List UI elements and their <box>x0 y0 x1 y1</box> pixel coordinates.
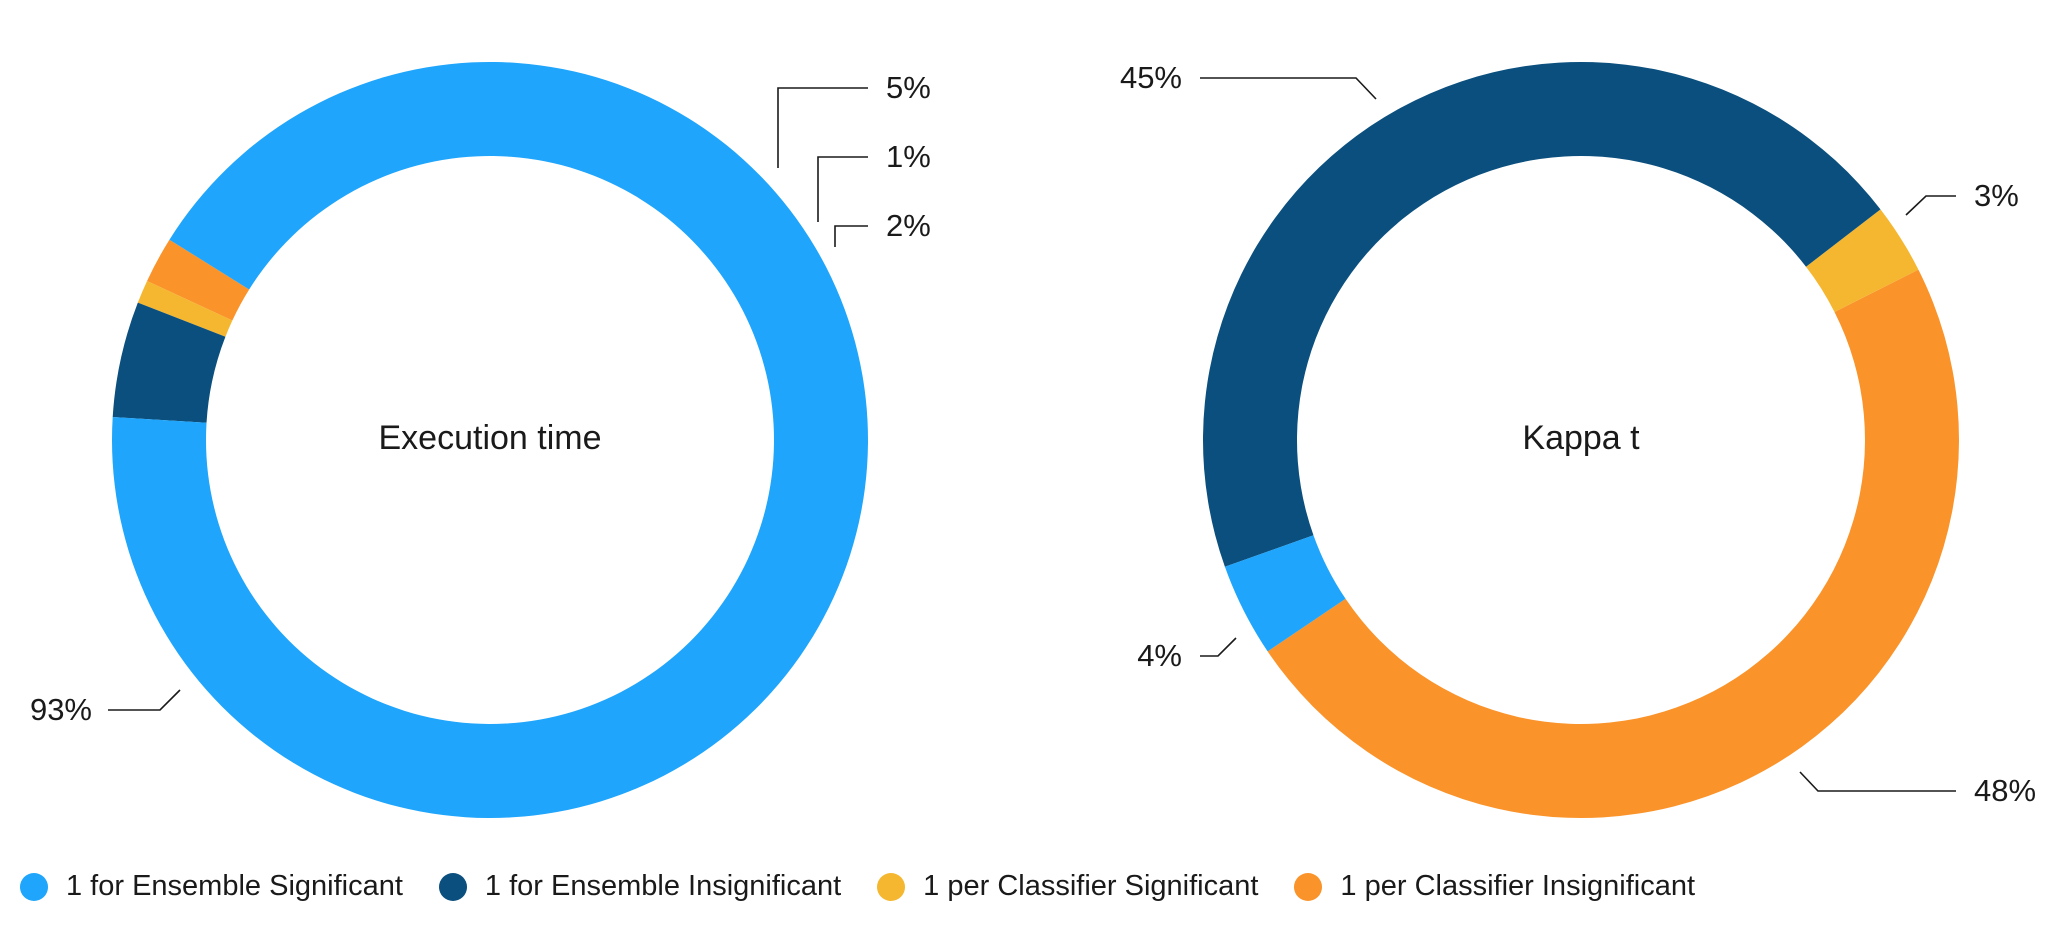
leader-line <box>817 156 868 222</box>
slice-1-for-ensemble-significant <box>1224 535 1346 652</box>
slice-1-per-classifier-significant <box>1806 209 1919 312</box>
legend-label: 1 for Ensemble Insignificant <box>484 870 842 902</box>
legend-label: 1 for Ensemble Significant <box>66 870 403 902</box>
data-label-1-for-ensemble-significant: 4% <box>1137 638 1182 673</box>
slice-1-for-ensemble-insignificant <box>1203 62 1881 567</box>
legend-label: 1 per Classifier Insignificant <box>1340 870 1696 902</box>
legend-swatch <box>1294 872 1323 901</box>
legend-label: 1 per Classifier Significant <box>923 870 1259 902</box>
data-label-1-per-classifier-significant: 1% <box>886 139 931 174</box>
leader-line <box>1905 195 1956 216</box>
leader-line <box>1200 77 1377 100</box>
data-label-1-for-ensemble-significant: 93% <box>30 692 92 727</box>
data-label-1-for-ensemble-insignificant: 5% <box>886 70 931 105</box>
leader-line <box>777 87 868 168</box>
execution-time-donut: Execution time 93% 5% 1% 2% <box>30 62 931 819</box>
legend-item-classifier-insignificant: 1 per Classifier Insignificant <box>1294 870 1695 903</box>
data-label-1-per-classifier-insignificant: 2% <box>886 208 931 243</box>
legend-item-classifier-significant: 1 per Classifier Significant <box>877 870 1258 903</box>
leader-line <box>834 225 868 247</box>
execution-time-center-title: Execution time <box>379 419 602 457</box>
slice-1-per-classifier-insignificant <box>1267 269 1959 818</box>
leader-line <box>108 689 181 711</box>
data-label-1-per-classifier-insignificant: 48% <box>1974 773 2036 808</box>
kappa-t-donut: Kappa t 4% 45% 3% 48% <box>1120 60 2036 818</box>
slice-1-per-classifier-insignificant <box>147 239 250 321</box>
data-label-1-for-ensemble-insignificant: 45% <box>1120 60 1182 95</box>
legend: 1 for Ensemble Significant 1 for Ensembl… <box>20 870 1731 903</box>
leader-line <box>1799 771 1956 792</box>
legend-swatch <box>438 872 467 901</box>
slice-1-for-ensemble-insignificant <box>112 302 226 423</box>
kappa-t-center-title: Kappa t <box>1522 419 1640 457</box>
slice-1-per-classifier-significant <box>137 281 233 337</box>
legend-swatch <box>877 872 906 901</box>
legend-item-ensemble-significant: 1 for Ensemble Significant <box>20 870 403 903</box>
leader-line <box>1200 637 1237 657</box>
legend-item-ensemble-insignificant: 1 for Ensemble Insignificant <box>438 870 842 903</box>
data-label-1-per-classifier-significant: 3% <box>1974 178 2019 213</box>
legend-swatch <box>20 872 48 901</box>
